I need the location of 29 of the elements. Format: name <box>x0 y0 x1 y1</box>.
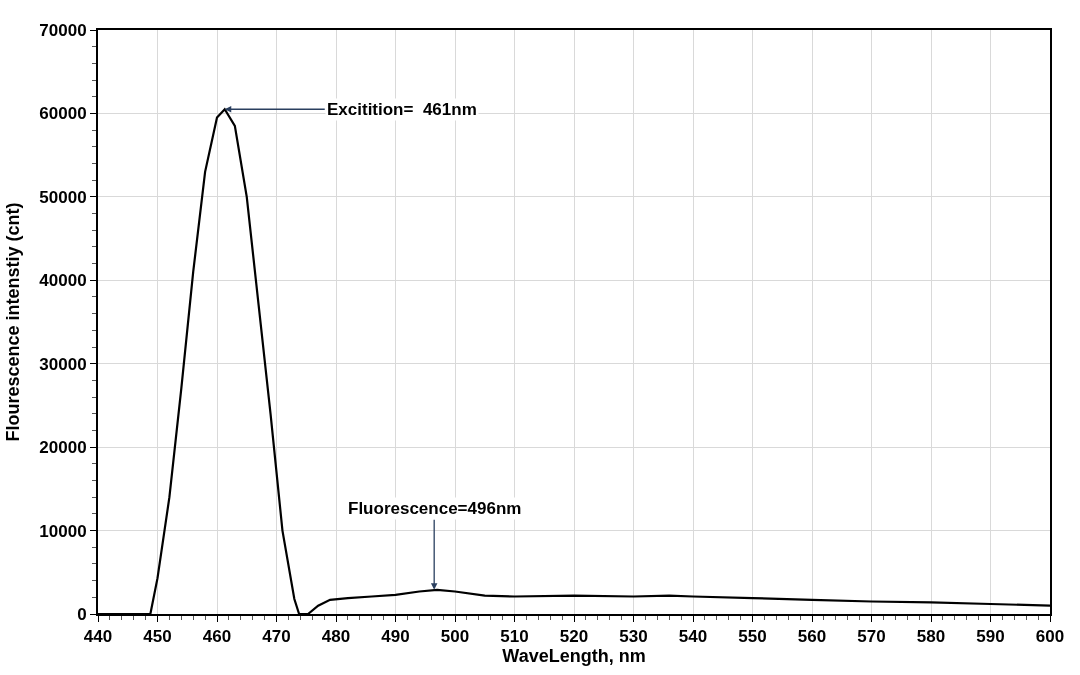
x-tick-label: 560 <box>797 627 827 647</box>
y-tick-label: 50000 <box>39 187 87 207</box>
y-tick-label: 40000 <box>39 271 87 291</box>
x-tick-label: 490 <box>381 627 410 647</box>
y-axis-title: Flourescence intenstiy (cnt) <box>3 202 24 442</box>
x-tick-label: 590 <box>976 627 1005 647</box>
x-tick-label: 600 <box>1035 627 1065 647</box>
x-tick-label: 460 <box>202 627 232 647</box>
x-tick-label: 500 <box>440 627 470 647</box>
x-tick-label: 540 <box>678 627 708 647</box>
y-tick-label: 30000 <box>39 354 87 374</box>
y-tick-label: 10000 <box>39 521 87 541</box>
y-tick-label: 0 <box>77 604 87 624</box>
x-tick-label: 440 <box>83 627 113 647</box>
x-tick-label: 510 <box>500 627 529 647</box>
x-tick-label: 480 <box>321 627 351 647</box>
x-tick-label: 470 <box>262 627 291 647</box>
x-tick-label: 530 <box>619 627 648 647</box>
y-tick-label: 60000 <box>39 104 87 124</box>
annotation: Fluorescence=496nm <box>348 499 522 518</box>
x-tick-label: 580 <box>916 627 946 647</box>
x-tick-label: 520 <box>559 627 589 647</box>
annotation: Excitition= 461nm <box>327 100 477 119</box>
x-tick-label: 450 <box>143 627 172 647</box>
x-tick-label: 550 <box>738 627 767 647</box>
y-tick-label: 20000 <box>39 438 87 458</box>
x-tick-label: 570 <box>857 627 886 647</box>
y-tick-label: 70000 <box>39 20 87 40</box>
x-axis-title: WaveLength, nm <box>502 646 646 667</box>
